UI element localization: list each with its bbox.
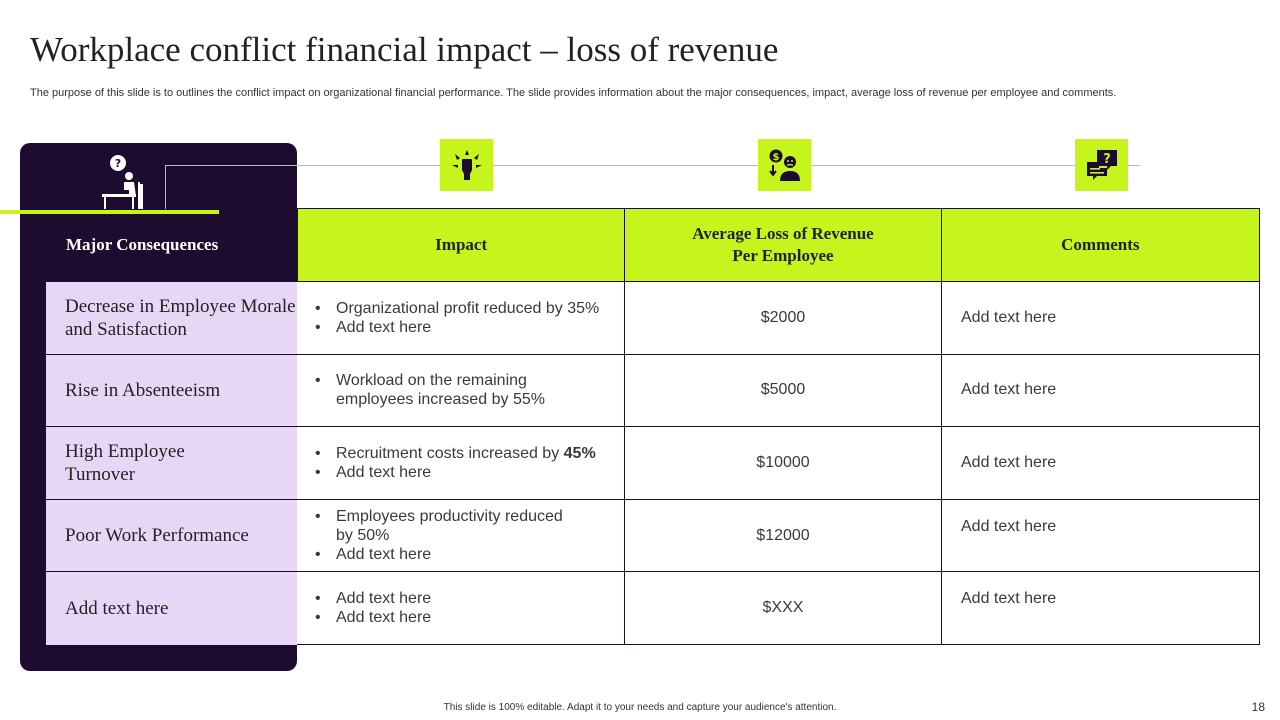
- comment-cell: Add text here: [942, 354, 1260, 428]
- header-average-loss: Average Loss of Revenue Per Employee: [625, 209, 942, 281]
- impact-bullet: Employees productivity reduced by 50%: [315, 507, 565, 545]
- comment-cell: Add text here: [942, 282, 1260, 355]
- header-impact: Impact: [298, 209, 626, 281]
- impact-bullet: Add text here: [315, 608, 624, 627]
- money-stress-icon: $: [768, 149, 800, 181]
- table-row: High Employee Turnover Recruitment costs…: [46, 427, 1260, 500]
- footer-note: This slide is 100% editable. Adapt it to…: [443, 702, 837, 713]
- revenue-icon-box: $: [758, 139, 811, 191]
- table-row: Poor Work Performance Employees producti…: [46, 499, 1260, 573]
- impact-cell: Recruitment costs increased by 45% Add t…: [297, 427, 625, 500]
- comment-cell: Add text here: [942, 427, 1260, 500]
- impact-cell: Organizational profit reduced by 35% Add…: [297, 282, 625, 355]
- connector-line-vertical: [165, 165, 166, 209]
- impact-bullet: Organizational profit reduced by 35%: [315, 299, 624, 318]
- header-average-loss-line1: Average Loss of Revenue: [692, 224, 874, 243]
- impact-cell: Add text here Add text here: [297, 572, 625, 645]
- table-header: Impact Average Loss of Revenue Per Emplo…: [297, 208, 1260, 282]
- impact-cell: Employees productivity reduced by 50% Ad…: [297, 499, 625, 573]
- impact-bullet: Workload on the remaining employees incr…: [315, 371, 555, 409]
- impact-bullet: Recruitment costs increased by 45%: [315, 444, 624, 463]
- comments-icon-box: ?: [1075, 139, 1128, 191]
- loss-cell: $2000: [625, 282, 942, 355]
- slide-title: Workplace conflict financial impact – lo…: [30, 30, 779, 69]
- consequence-cell: Poor Work Performance: [46, 499, 297, 573]
- svg-text:$: $: [772, 152, 779, 163]
- connector-line: [165, 165, 1140, 166]
- comment-cell: Add text here: [942, 572, 1260, 645]
- svg-text:?: ?: [1103, 152, 1111, 167]
- consequence-cell: Rise in Absenteeism: [46, 354, 297, 428]
- impact-bullet: Add text here: [315, 318, 624, 337]
- impact-bullet: Add text here: [315, 589, 624, 608]
- consequence-text: High Employee Turnover: [65, 440, 185, 485]
- slide-subtitle: The purpose of this slide is to outlines…: [30, 87, 1117, 99]
- header-major-consequences: Major Consequences: [66, 235, 219, 254]
- impact-text: Recruitment costs increased by: [336, 444, 564, 462]
- impact-emphasis: 45%: [563, 444, 596, 462]
- svg-text:?: ?: [115, 157, 121, 170]
- loss-cell: $12000: [625, 499, 942, 573]
- person-question-icon: ?: [102, 155, 143, 209]
- table-row: Decrease in Employee Morale and Satisfac…: [46, 282, 1260, 355]
- question-chat-icon: ?: [1086, 150, 1117, 180]
- consequence-cell: High Employee Turnover: [46, 427, 297, 500]
- header-comments: Comments: [1061, 235, 1140, 254]
- impact-cell: Workload on the remaining employees incr…: [297, 354, 625, 428]
- fist-burst-icon: [451, 150, 482, 180]
- table-row: Rise in Absenteeism Workload on the rema…: [46, 354, 1260, 428]
- consequence-cell: Add text here: [46, 572, 297, 645]
- loss-cell: $XXX: [625, 572, 942, 645]
- consequence-cell: Decrease in Employee Morale and Satisfac…: [46, 282, 297, 355]
- accent-line: [0, 210, 219, 214]
- header-average-loss-line2: Per Employee: [732, 246, 834, 265]
- comment-cell: Add text here: [942, 499, 1260, 573]
- impact-bullet: Add text here: [315, 463, 624, 482]
- table-body: Decrease in Employee Morale and Satisfac…: [46, 282, 1260, 645]
- loss-cell: $10000: [625, 427, 942, 500]
- impact-icon-box: [440, 139, 493, 191]
- table-row: Add text here Add text here Add text her…: [46, 572, 1260, 645]
- loss-cell: $5000: [625, 354, 942, 428]
- impact-bullet: Add text here: [315, 545, 624, 564]
- page-number: 18: [1251, 700, 1265, 714]
